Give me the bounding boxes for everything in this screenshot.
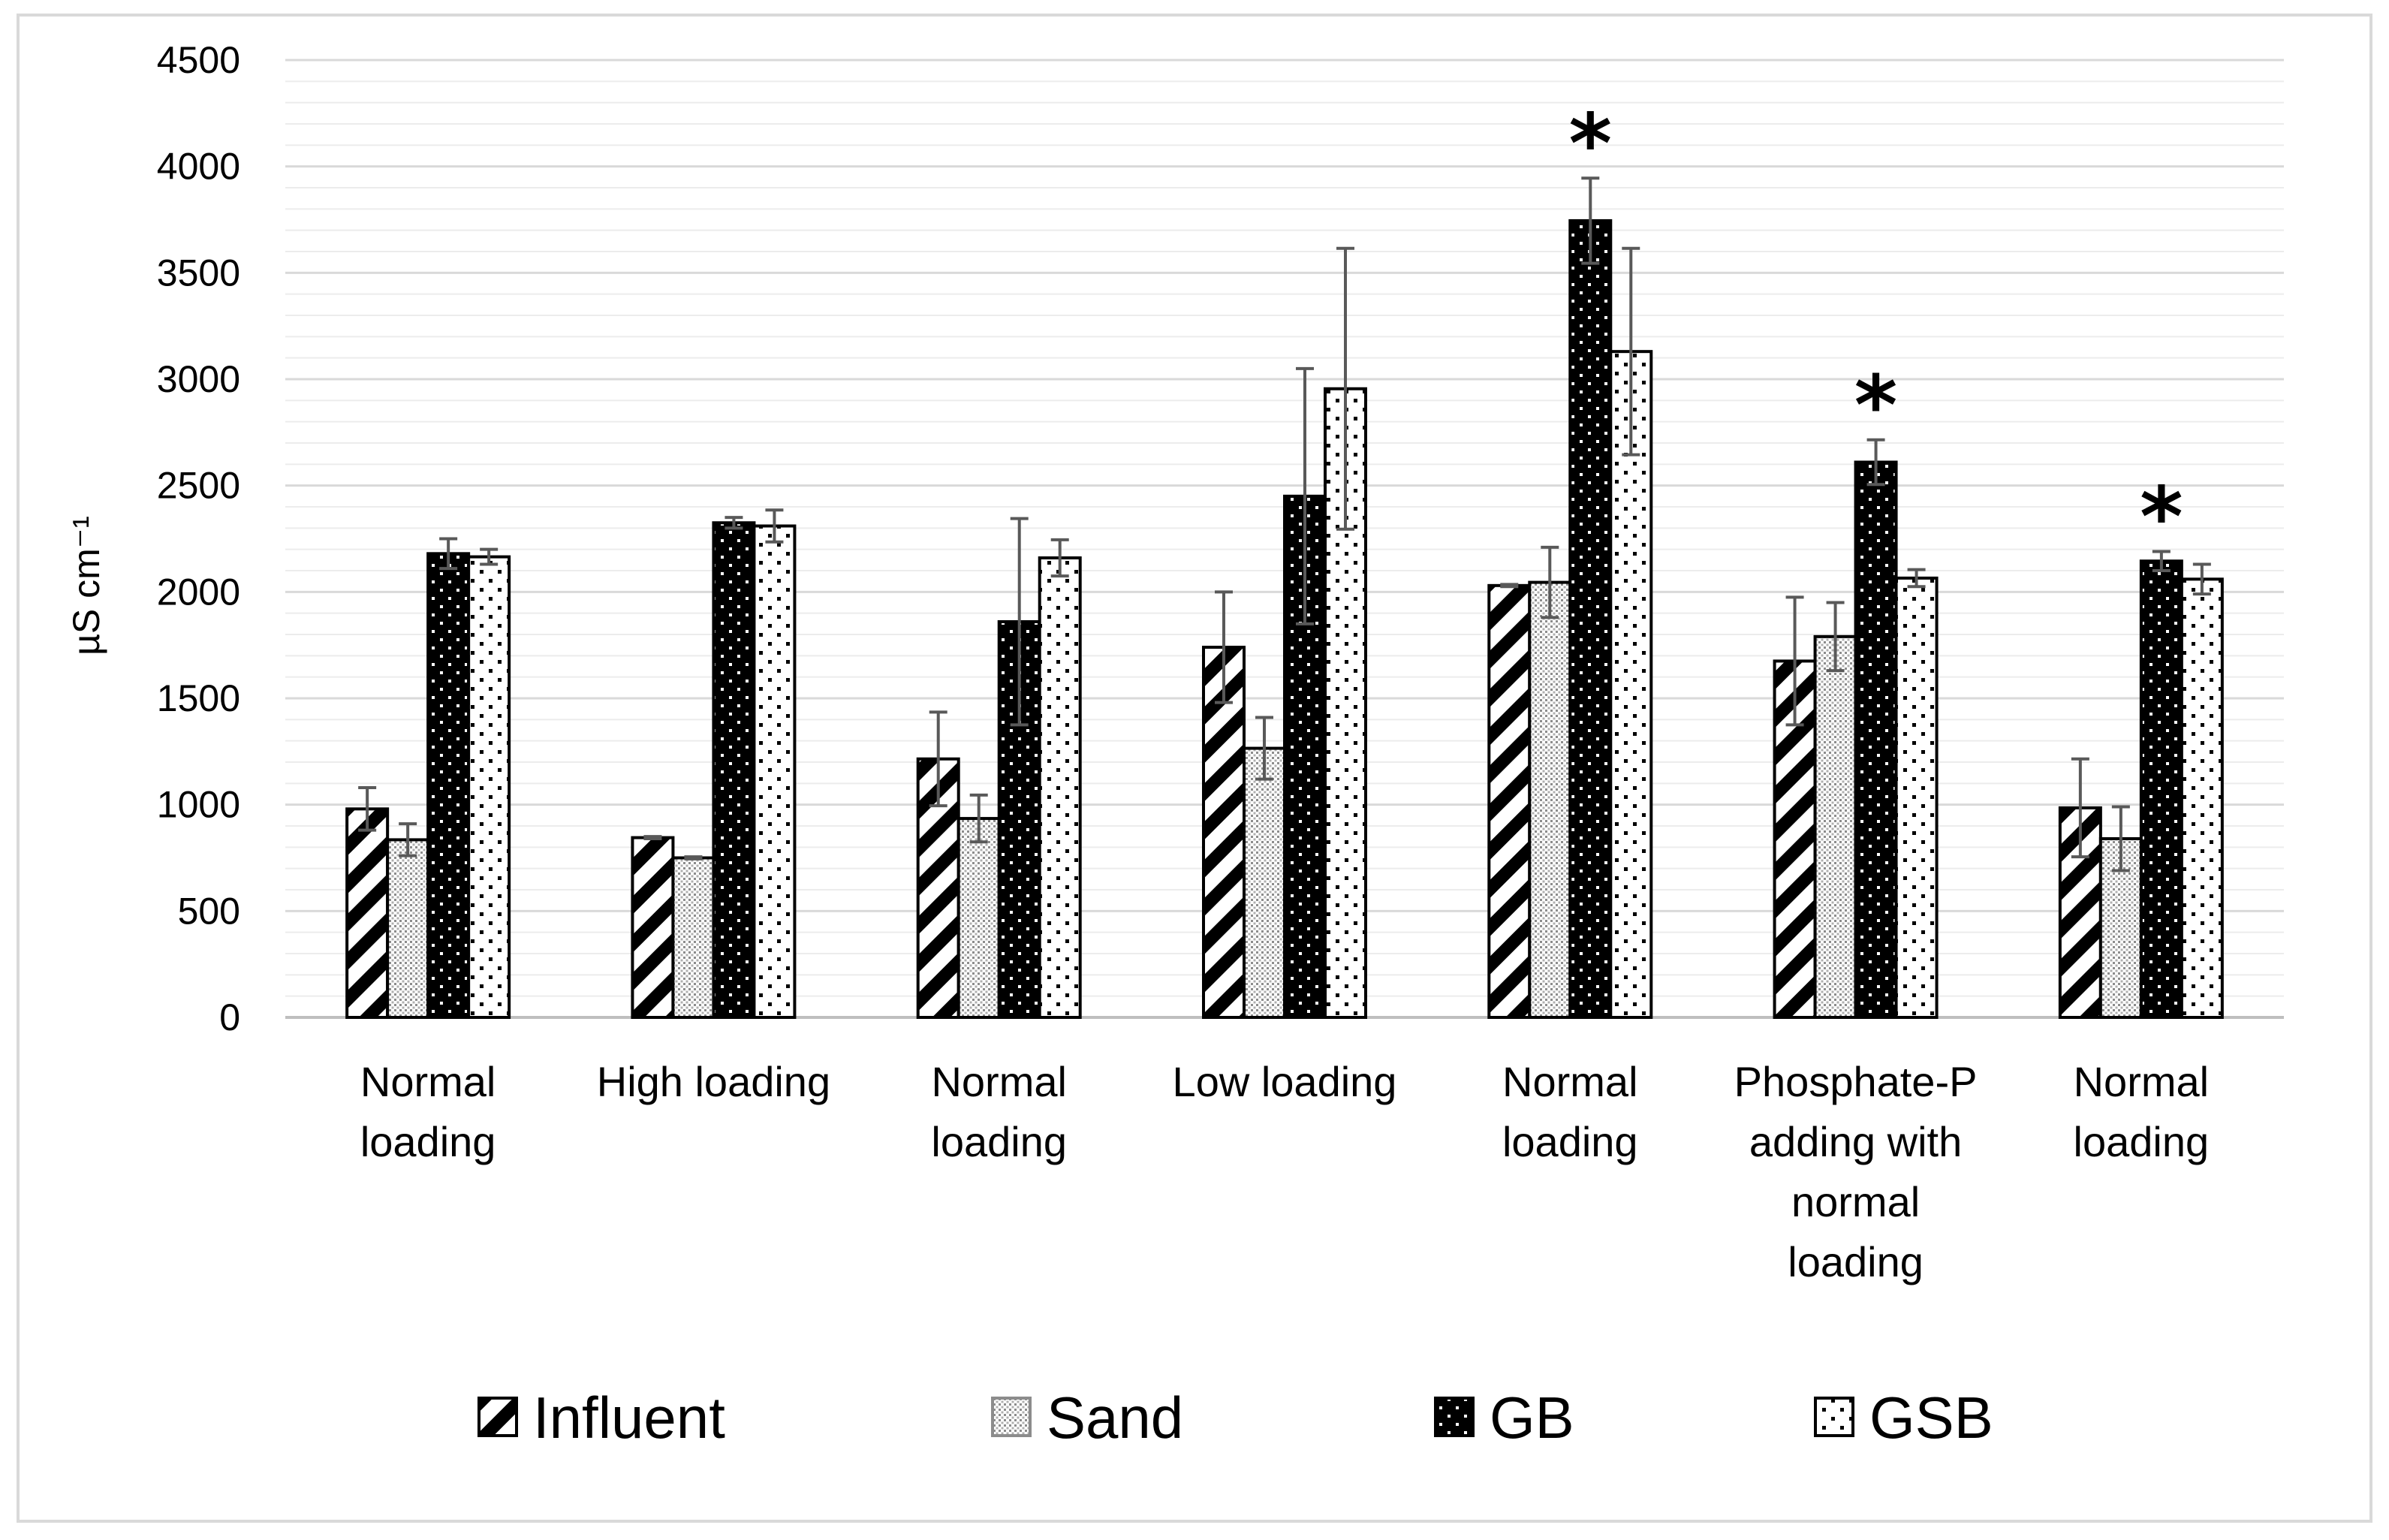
category-label: Normal loading xyxy=(1502,1058,1638,1165)
error-bar xyxy=(399,822,417,857)
y-tick-label: 3500 xyxy=(157,252,240,294)
error-bar xyxy=(480,547,499,566)
category-label: Normal loading xyxy=(931,1058,1067,1165)
significance-star: * xyxy=(2140,469,2183,565)
bar-gsb xyxy=(1894,576,1939,1019)
bar-gb xyxy=(426,552,471,1019)
error-bar xyxy=(1622,246,1640,457)
bar-gsb xyxy=(1038,556,1082,1019)
bar-gb xyxy=(2139,559,2183,1019)
bar-sand xyxy=(671,856,715,1019)
y-tick-label: 2500 xyxy=(157,465,240,507)
bar-gsb xyxy=(752,524,797,1019)
error-bar xyxy=(1907,568,1926,589)
legend-label: Sand xyxy=(1047,1385,1183,1451)
y-tick-label: 1500 xyxy=(157,677,240,719)
bar-sand xyxy=(386,838,430,1019)
error-bar xyxy=(1010,517,1029,727)
error-bar xyxy=(1215,590,1233,704)
y-tick-label: 4500 xyxy=(157,39,240,81)
y-tick-label: 1000 xyxy=(157,784,240,826)
bar-influent xyxy=(1202,646,1246,1019)
error-bar xyxy=(1255,716,1273,781)
error-bar xyxy=(1050,538,1069,578)
bar-gb xyxy=(997,620,1041,1019)
error-bar xyxy=(1296,366,1314,625)
error-bar xyxy=(1541,545,1559,619)
legend-swatch xyxy=(1814,1397,1854,1437)
error-bar xyxy=(1581,176,1600,265)
y-tick-label: 2000 xyxy=(157,571,240,613)
legend-swatch xyxy=(1434,1397,1475,1437)
category-label: Low loading xyxy=(1173,1058,1397,1105)
y-axis-ticks: 0 500 1000 1500 2000 2500 3000 3500 4000 4500 xyxy=(157,39,240,1038)
category-label: Normal loading xyxy=(360,1058,496,1165)
legend-label: Influent xyxy=(533,1385,725,1451)
error-bar xyxy=(765,508,784,544)
bar-sand xyxy=(957,817,1001,1020)
error-bar xyxy=(2152,550,2171,572)
bar-influent xyxy=(1487,583,1532,1019)
y-tick-label: 4000 xyxy=(157,146,240,188)
legend-item-gsb: GSB xyxy=(1814,1385,1993,1451)
bar-sand xyxy=(1243,746,1286,1019)
y-tick-label: 0 xyxy=(219,996,240,1038)
bar-gb xyxy=(712,521,756,1019)
chart-border xyxy=(17,14,2372,1523)
error-bar xyxy=(2192,562,2211,596)
legend-label: GB xyxy=(1490,1385,1574,1451)
legend-item-influent: Influent xyxy=(477,1385,725,1451)
bar-influent xyxy=(345,807,390,1020)
legend-swatch xyxy=(991,1397,1032,1437)
category-labels: Normal loading High loading Normal loading Lo… xyxy=(360,1058,2209,1285)
significance-star: * xyxy=(1569,95,1613,191)
bar-gsb xyxy=(467,555,511,1019)
bar-gsb xyxy=(2180,577,2224,1019)
error-bar xyxy=(1500,583,1519,589)
legend-item-sand: Sand xyxy=(991,1385,1183,1451)
error-bar xyxy=(643,835,662,840)
y-axis-title: µS cm⁻¹ xyxy=(65,516,107,655)
error-bar xyxy=(1336,246,1354,531)
error-bar xyxy=(969,793,988,844)
bar-sand xyxy=(1813,634,1857,1019)
y-tick-label: 3000 xyxy=(157,358,240,400)
bar-gb xyxy=(1854,460,1898,1019)
error-bar xyxy=(1785,595,1804,727)
error-bar xyxy=(929,710,947,808)
significance-markers: * * * xyxy=(1569,95,2183,565)
bar-sand xyxy=(1528,580,1572,1019)
bar-gsb xyxy=(1609,350,1653,1019)
legend-item-gb: GB xyxy=(1434,1385,1574,1451)
y-tick-label: 500 xyxy=(178,890,240,932)
bar-influent xyxy=(631,836,675,1020)
error-bar xyxy=(2111,805,2130,872)
legend: Influent Sand GB GSB xyxy=(477,1385,1993,1451)
error-bar xyxy=(2071,757,2089,859)
legend-label: GSB xyxy=(1869,1385,1993,1451)
legend-swatch xyxy=(477,1397,518,1437)
error-bars xyxy=(358,176,2211,872)
error-bar xyxy=(725,516,743,530)
error-bar xyxy=(1826,601,1845,673)
error-bar xyxy=(358,786,377,832)
category-label: Phosphate-P adding with normal loading xyxy=(1734,1058,1978,1285)
error-bar xyxy=(439,537,458,571)
bars xyxy=(345,218,2224,1020)
category-label: Normal loading xyxy=(2074,1058,2210,1165)
error-bar xyxy=(1866,438,1885,487)
error-bar xyxy=(684,855,703,860)
significance-star: * xyxy=(1854,357,1898,454)
bar-gb xyxy=(1568,218,1613,1020)
category-label: High loading xyxy=(597,1058,830,1105)
